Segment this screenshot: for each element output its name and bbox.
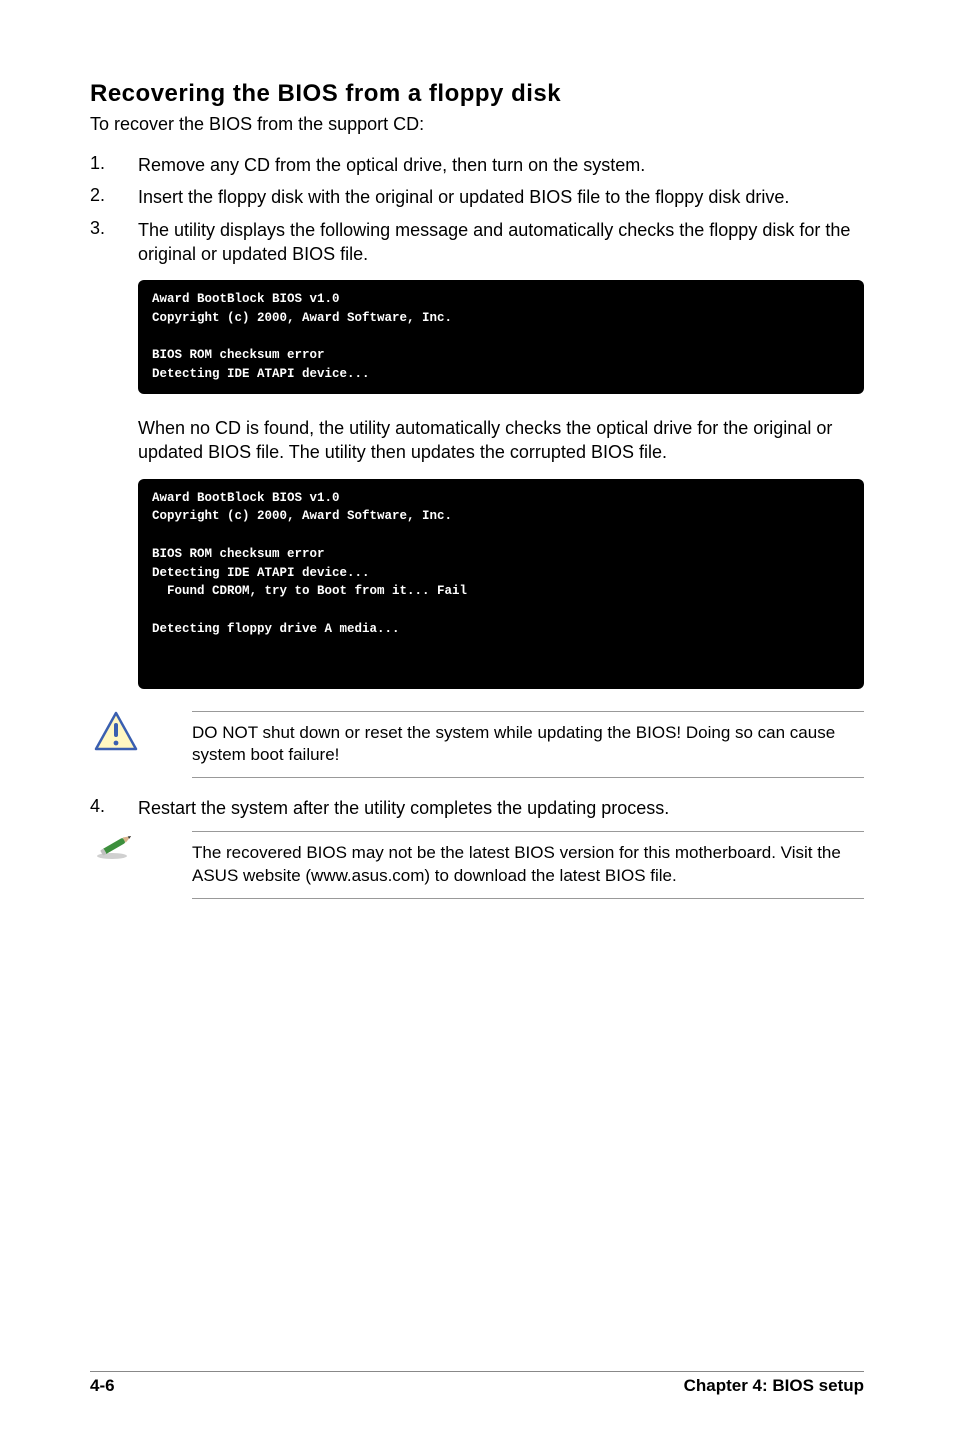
step-number: 3. — [90, 218, 138, 267]
intro-text: To recover the BIOS from the support CD: — [90, 114, 864, 135]
step-2: 2. Insert the floppy disk with the origi… — [90, 185, 864, 209]
warning-callout: DO NOT shut down or reset the system whi… — [90, 711, 864, 779]
step-1: 1. Remove any CD from the optical drive,… — [90, 153, 864, 177]
pencil-icon — [94, 831, 144, 866]
step-text: Insert the floppy disk with the original… — [138, 185, 864, 209]
section-heading: Recovering the BIOS from a floppy disk — [90, 80, 864, 108]
step-number: 4. — [90, 796, 138, 820]
terminal-output-1: Award BootBlock BIOS v1.0 Copyright (c) … — [138, 280, 864, 394]
mid-paragraph: When no CD is found, the utility automat… — [138, 416, 864, 465]
chapter-label: Chapter 4: BIOS setup — [684, 1376, 864, 1396]
step-3: 3. The utility displays the following me… — [90, 218, 864, 267]
info-text: The recovered BIOS may not be the latest… — [192, 831, 864, 899]
terminal-output-2: Award BootBlock BIOS v1.0 Copyright (c) … — [138, 479, 864, 689]
step-3-content: Award BootBlock BIOS v1.0 Copyright (c) … — [138, 280, 864, 688]
page-footer: 4-6 Chapter 4: BIOS setup — [90, 1371, 864, 1396]
step-text: Restart the system after the utility com… — [138, 796, 864, 820]
step-4: 4. Restart the system after the utility … — [90, 796, 864, 820]
warning-icon — [94, 711, 144, 756]
step-text: The utility displays the following messa… — [138, 218, 864, 267]
warning-text: DO NOT shut down or reset the system whi… — [192, 711, 864, 779]
step-number: 2. — [90, 185, 138, 209]
step-text: Remove any CD from the optical drive, th… — [138, 153, 864, 177]
step-number: 1. — [90, 153, 138, 177]
page-number: 4-6 — [90, 1376, 115, 1396]
info-callout: The recovered BIOS may not be the latest… — [90, 831, 864, 899]
